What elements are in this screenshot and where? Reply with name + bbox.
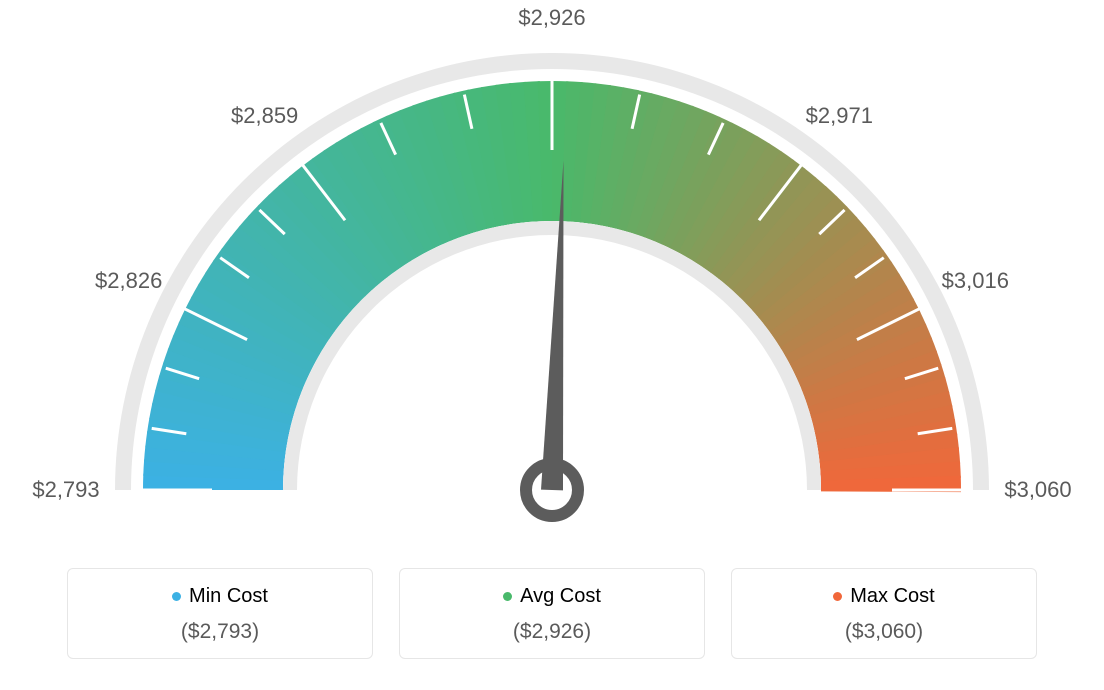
legend-value-max: ($3,060) — [742, 620, 1026, 644]
legend-card-min: Min Cost ($2,793) — [67, 568, 373, 659]
legend-dot-avg — [503, 592, 512, 601]
gauge-tick-label: $3,016 — [942, 268, 1009, 294]
legend-title-min: Min Cost — [189, 585, 268, 608]
legend-row: Min Cost ($2,793) Avg Cost ($2,926) Max … — [0, 568, 1104, 659]
gauge-tick-label: $2,859 — [231, 103, 298, 129]
legend-value-min: ($2,793) — [78, 620, 362, 644]
gauge-svg — [0, 0, 1104, 560]
legend-card-avg: Avg Cost ($2,926) — [399, 568, 705, 659]
gauge-tick-label: $2,926 — [518, 5, 585, 31]
gauge-tick-label: $2,826 — [95, 268, 162, 294]
gauge-tick-label: $2,971 — [806, 103, 873, 129]
legend-title-avg: Avg Cost — [520, 585, 601, 608]
legend-dot-min — [172, 592, 181, 601]
legend-dot-max — [833, 592, 842, 601]
gauge-tick-label: $2,793 — [32, 477, 99, 503]
gauge-chart: $2,793 $2,826 $2,859 $2,926 $2,971 $3,016 $3,0… — [0, 0, 1104, 560]
gauge-tick-label: $3,060 — [1004, 477, 1071, 503]
legend-title-max: Max Cost — [850, 585, 934, 608]
legend-value-avg: ($2,926) — [410, 620, 694, 644]
legend-card-max: Max Cost ($3,060) — [731, 568, 1037, 659]
